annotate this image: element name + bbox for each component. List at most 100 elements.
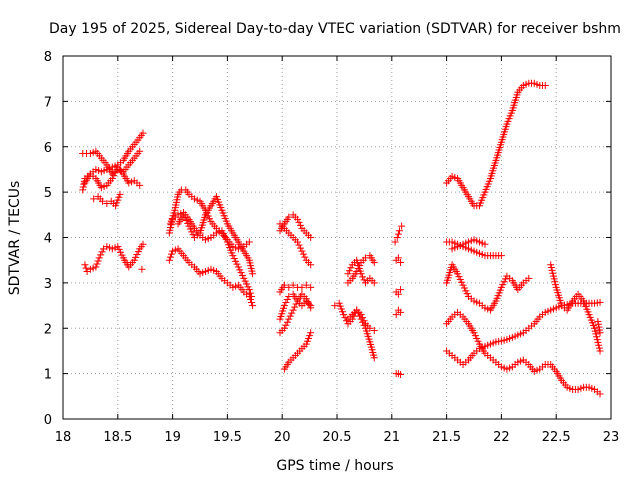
data-point	[280, 324, 288, 332]
data-point-interp	[593, 333, 601, 341]
data-point	[353, 268, 361, 276]
data-point-interp	[241, 277, 249, 285]
data-point-interp	[471, 332, 479, 340]
data-point-interp	[341, 314, 349, 322]
data-point-interp	[549, 272, 557, 280]
data-point	[335, 299, 343, 307]
data-point-interp	[222, 235, 230, 243]
data-point-interp	[303, 337, 311, 345]
data-point	[114, 243, 122, 251]
data-point-interp	[455, 273, 463, 281]
x-tick-label: 18.5	[103, 430, 132, 445]
x-tick-label: 19.5	[213, 430, 242, 445]
data-point	[116, 190, 124, 198]
data-point-interp	[359, 273, 367, 281]
data-point	[470, 329, 478, 337]
data-point-interp	[502, 275, 510, 283]
data-point-interp	[306, 332, 314, 340]
data-point	[289, 281, 297, 289]
data-point-interp	[595, 323, 603, 331]
x-tick-label: 20	[274, 430, 291, 445]
data-point-interp	[347, 264, 355, 272]
data-point-interp	[295, 241, 303, 249]
data-point	[294, 215, 302, 223]
data-point-interp	[283, 318, 291, 326]
data-point-interp	[230, 254, 238, 262]
data-point	[370, 327, 378, 335]
data-point-interp	[94, 257, 102, 265]
data-point-interp	[282, 299, 290, 307]
data-point-interp	[474, 337, 482, 345]
x-tick-label: 23	[603, 430, 620, 445]
data-point	[541, 81, 549, 89]
data-point-interp	[219, 230, 227, 238]
data-point-interp	[288, 309, 296, 317]
data-point	[130, 256, 138, 264]
data-point-interp	[282, 321, 290, 329]
data-point	[331, 302, 339, 310]
data-point-interp	[499, 281, 507, 289]
data-point-interp	[243, 280, 251, 288]
data-point-interp	[595, 326, 603, 334]
data-point-interp	[345, 267, 353, 275]
data-point	[103, 199, 111, 207]
data-point	[361, 254, 369, 262]
data-point-interp	[97, 251, 105, 259]
data-point	[357, 315, 365, 323]
y-tick-label: 3	[44, 277, 52, 292]
data-point	[280, 302, 288, 310]
data-point	[370, 258, 378, 266]
data-point-interp	[591, 327, 599, 335]
data-point-interp	[206, 215, 214, 223]
data-point	[307, 261, 315, 269]
x-tick-label: 18	[55, 430, 72, 445]
data-point-interp	[551, 278, 559, 286]
data-point	[79, 186, 87, 194]
data-point	[165, 256, 173, 264]
data-point-interp	[181, 214, 189, 222]
data-point	[285, 292, 293, 300]
data-point	[245, 292, 253, 300]
data-point-interp	[305, 334, 313, 342]
axis-ticks	[62, 55, 612, 420]
data-point-interp	[594, 338, 602, 346]
data-point	[249, 302, 257, 310]
data-point	[90, 195, 98, 203]
data-point	[302, 340, 310, 348]
data-point	[136, 147, 144, 155]
data-point-interp	[111, 169, 119, 177]
data-point-interp	[593, 336, 601, 344]
data-point	[391, 238, 399, 246]
data-point-interp	[98, 248, 106, 256]
data-point-interp	[232, 257, 240, 265]
data-point-interp	[547, 264, 555, 272]
data-point	[249, 270, 257, 278]
data-point	[459, 281, 467, 289]
data-point-interp	[113, 199, 121, 207]
data-point	[180, 211, 188, 219]
data-point-interp	[359, 318, 367, 326]
x-axis-label: GPS time / hours	[276, 458, 393, 474]
data-point	[285, 315, 293, 323]
data-point-interp	[304, 298, 312, 306]
data-point-interp	[473, 334, 481, 342]
data-point	[497, 283, 505, 291]
data-point-interp	[462, 287, 470, 295]
y-tick-label: 2	[44, 322, 52, 337]
data-point-interp	[301, 253, 309, 261]
data-point	[370, 354, 378, 362]
data-point	[307, 329, 315, 337]
data-point-interp	[338, 308, 346, 316]
data-point	[136, 181, 144, 189]
data-point-interp	[295, 218, 303, 226]
data-point	[370, 279, 378, 287]
data-point-interp	[236, 266, 244, 274]
data-point-interp	[182, 216, 190, 224]
data-point-interp	[296, 244, 304, 252]
data-point	[285, 213, 293, 221]
data-point-interp	[360, 321, 368, 329]
x-tick-label: 22.5	[542, 430, 571, 445]
y-tick-label: 6	[44, 141, 52, 156]
data-point	[454, 270, 462, 278]
